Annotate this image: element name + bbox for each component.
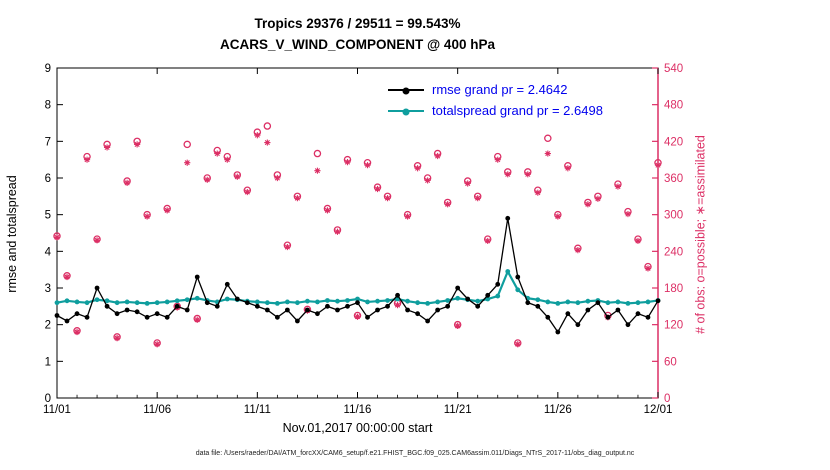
- possible-obs-markers: [53, 122, 662, 347]
- legend-item-1: totalspread grand pr = 2.6498: [388, 100, 603, 121]
- svg-text:11/21: 11/21: [444, 404, 472, 416]
- svg-text:0: 0: [664, 393, 670, 405]
- svg-text:11/06: 11/06: [143, 404, 171, 416]
- x-axis-label: Nov.01,2017 00:00:00 start: [282, 421, 433, 435]
- legend-label: rmse grand pr = 2.4642: [432, 82, 568, 97]
- left-axis-ticks: 0 1 2 3 4 5 6 7 8 9: [45, 63, 63, 405]
- legend-dot-marker: [402, 87, 410, 94]
- legend-dot-marker: [402, 108, 410, 115]
- left-y-axis-label: rmse and totalspread: [5, 175, 19, 293]
- svg-text:11/26: 11/26: [544, 404, 572, 416]
- x-axis-ticks: 11/01 11/06 11/11 11/16 11/21 11/26 12/01: [43, 68, 672, 416]
- svg-text:11/01: 11/01: [43, 404, 71, 416]
- svg-text:12/01: 12/01: [644, 404, 673, 416]
- svg-text:2: 2: [45, 320, 51, 332]
- svg-text:6: 6: [45, 173, 51, 185]
- plot-subtitle: Tropics 29376 / 29511 = 99.543%: [254, 16, 461, 31]
- svg-text:540: 540: [664, 63, 683, 75]
- svg-text:11/16: 11/16: [344, 404, 372, 416]
- legend-label: totalspread grand pr = 2.6498: [432, 103, 603, 118]
- svg-text:120: 120: [664, 320, 683, 332]
- legend: rmse grand pr = 2.4642 totalspread grand …: [388, 79, 603, 121]
- legend-line-sample: [388, 87, 424, 94]
- svg-text:9: 9: [45, 63, 51, 75]
- svg-text:300: 300: [664, 210, 683, 222]
- svg-text:4: 4: [45, 246, 52, 258]
- svg-text:5: 5: [45, 210, 51, 222]
- svg-text:0: 0: [45, 393, 51, 405]
- svg-text:8: 8: [45, 100, 51, 112]
- right-y-axis-label: # of obs: o=possible; ∗=assimilated: [693, 135, 708, 334]
- title-block: Tropics 29376 / 29511 = 99.543% ACARS_V_…: [57, 14, 658, 56]
- svg-text:240: 240: [664, 246, 683, 258]
- svg-text:3: 3: [45, 283, 51, 295]
- legend-line-sample: [388, 108, 424, 115]
- rmse-series: [54, 215, 661, 335]
- svg-text:420: 420: [664, 136, 683, 148]
- assimilated-obs-markers: [53, 132, 662, 348]
- data-file-caption: data file: /Users/raeder/DAI/ATM_forcXX/…: [195, 450, 635, 457]
- svg-text:60: 60: [664, 356, 677, 368]
- svg-text:180: 180: [664, 283, 683, 295]
- svg-text:360: 360: [664, 173, 683, 185]
- svg-text:480: 480: [664, 100, 683, 112]
- svg-text:7: 7: [45, 136, 51, 148]
- right-axis-ticks: 0 60 120 180 240 300 360 420 480 540: [652, 63, 683, 405]
- legend-item-0: rmse grand pr = 2.4642: [388, 79, 603, 100]
- svg-text:11/11: 11/11: [244, 404, 271, 416]
- svg-text:1: 1: [45, 356, 51, 368]
- plot-title: ACARS_V_WIND_COMPONENT @ 400 hPa: [220, 36, 495, 52]
